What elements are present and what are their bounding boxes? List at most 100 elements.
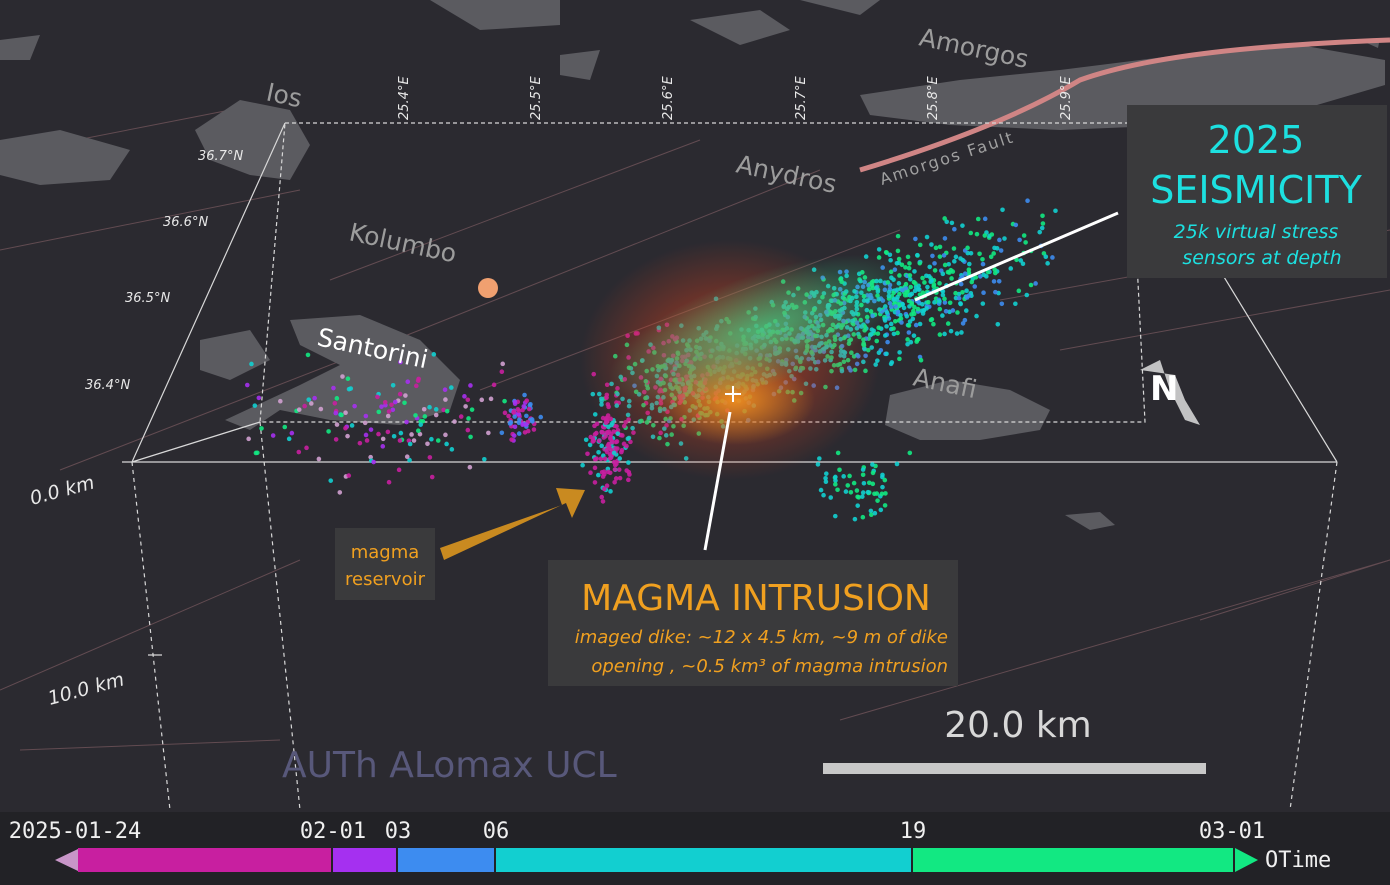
event (937, 281, 942, 286)
event (364, 438, 370, 443)
event (583, 437, 589, 443)
event (403, 393, 408, 398)
event (947, 300, 953, 306)
event (416, 376, 421, 382)
event (1000, 207, 1005, 213)
event (941, 253, 947, 258)
event (600, 430, 606, 435)
event (949, 276, 954, 281)
event (955, 310, 960, 315)
event (925, 284, 930, 290)
event (915, 252, 920, 258)
event (318, 406, 324, 412)
colorbar-segment (913, 848, 1233, 872)
colorbar-label: 2025-01-24 (9, 819, 141, 844)
event (988, 254, 994, 260)
event (340, 374, 345, 379)
event (339, 412, 344, 418)
event (442, 387, 448, 393)
event (286, 436, 292, 442)
event (942, 331, 947, 337)
event (1053, 208, 1058, 214)
event (596, 449, 601, 455)
event (316, 456, 322, 462)
event (909, 301, 915, 307)
event (602, 486, 607, 492)
event (978, 274, 983, 279)
event (894, 461, 900, 467)
event (270, 433, 276, 438)
event (619, 447, 625, 453)
event (905, 341, 910, 347)
event (860, 490, 866, 495)
event (1039, 225, 1045, 231)
event (346, 473, 352, 478)
event (538, 414, 544, 420)
intrusion-title: MAGMA INTRUSION (581, 578, 931, 619)
event (931, 282, 937, 287)
event (891, 331, 897, 337)
event (837, 467, 842, 473)
event (362, 420, 368, 426)
event (960, 257, 966, 263)
intrusion-line: imaged dike: ~12 x 4.5 km, ~9 m of dike (575, 627, 948, 648)
event (962, 271, 968, 276)
event (427, 455, 433, 460)
event (964, 288, 969, 294)
event (912, 269, 917, 274)
event (959, 330, 964, 335)
event (385, 413, 391, 419)
event (949, 220, 955, 226)
event (951, 246, 957, 251)
event (345, 376, 351, 382)
event (357, 440, 363, 446)
event (616, 467, 622, 472)
event (500, 361, 506, 367)
event (528, 401, 533, 407)
event (1021, 233, 1027, 238)
event (363, 432, 369, 438)
event (468, 383, 473, 388)
event (876, 247, 882, 252)
event (328, 478, 334, 483)
event (989, 232, 995, 237)
event (833, 474, 838, 480)
event (950, 308, 956, 313)
event (855, 503, 861, 508)
event (882, 333, 888, 338)
event (509, 437, 514, 442)
event (980, 257, 985, 262)
event (998, 248, 1004, 253)
event (499, 430, 505, 436)
event (875, 498, 880, 503)
event (246, 436, 251, 442)
event (835, 450, 841, 456)
event (884, 351, 889, 357)
event (444, 441, 449, 447)
event (296, 407, 302, 412)
event (980, 301, 986, 306)
event (332, 400, 338, 406)
event (895, 233, 901, 239)
event (843, 489, 849, 494)
event (611, 450, 617, 456)
event (940, 292, 946, 298)
event (467, 464, 473, 470)
event (278, 398, 283, 404)
event (429, 436, 434, 442)
event (905, 337, 910, 342)
event (954, 331, 960, 336)
event (502, 410, 508, 416)
event (823, 475, 828, 481)
event (391, 433, 397, 439)
colorbar-segment (78, 848, 331, 872)
event (411, 438, 417, 443)
event (943, 308, 949, 314)
event (363, 413, 369, 419)
event (937, 244, 943, 250)
event (608, 434, 613, 440)
event (466, 416, 471, 421)
event (398, 359, 403, 365)
event (997, 237, 1002, 243)
event (906, 323, 912, 328)
